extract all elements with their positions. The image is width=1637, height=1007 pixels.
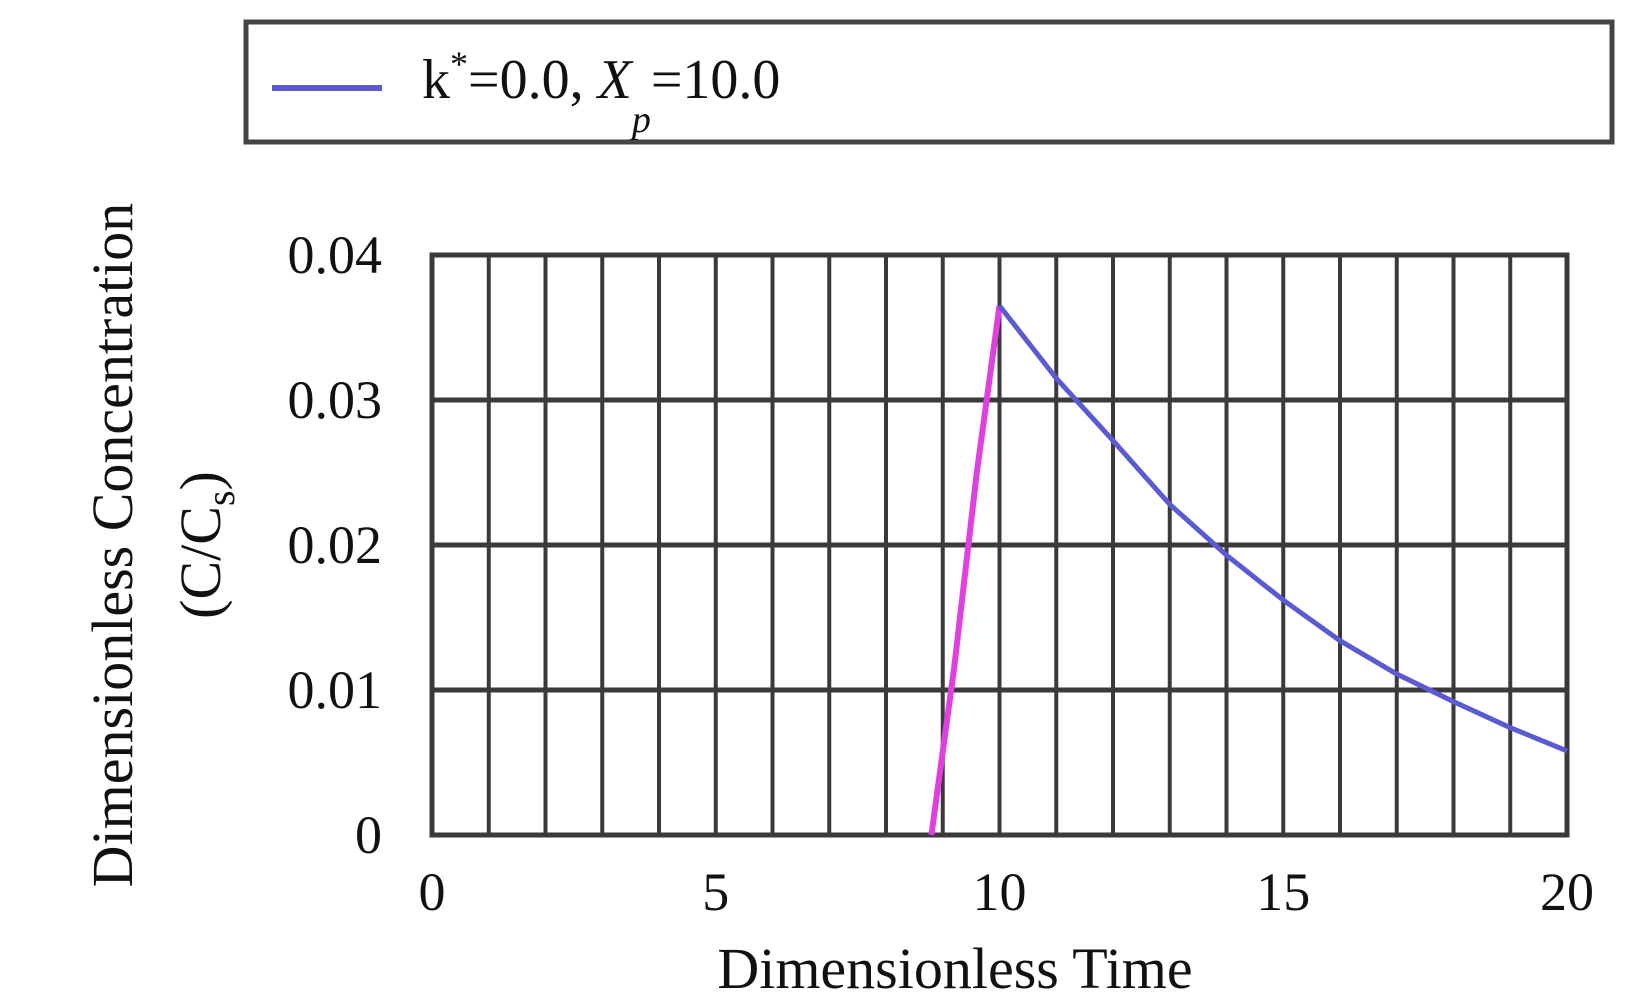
x-tick-label: 10: [973, 862, 1027, 922]
y-axis-title-suffix: ): [168, 471, 233, 490]
x-axis-title: Dimensionless Time: [717, 936, 1192, 1001]
plot-frame: [429, 252, 1570, 838]
y-axis-title-prefix: (C/C: [168, 506, 233, 619]
legend-k-sup: *: [450, 44, 468, 84]
x-tick-label: 20: [1540, 862, 1594, 922]
legend-x-sub: p: [629, 99, 651, 141]
legend-k: k: [422, 49, 450, 111]
x-tick-label: 15: [1256, 862, 1310, 922]
y-tick-label: 0.03: [288, 370, 383, 430]
y-tick-labels: 0 0.01 0.02 0.03 0.04: [288, 225, 383, 865]
series-group: [928, 304, 1568, 836]
y-tick-label: 0.01: [288, 660, 383, 720]
grid: [432, 255, 1567, 835]
legend-x-value: =10.0: [651, 49, 781, 111]
y-tick-label: 0: [355, 805, 382, 865]
y-axis-title-line1: Dimensionless Concentration: [80, 203, 145, 888]
series-line-1: [928, 305, 1003, 836]
y-tick-label: 0.04: [288, 225, 383, 285]
x-tick-label: 0: [419, 862, 446, 922]
series-line-2: [997, 304, 1568, 754]
legend-entry: k*=0.0, Xp=10.0: [422, 44, 780, 141]
y-tick-label: 0.02: [288, 515, 383, 575]
x-tick-label: 5: [702, 862, 729, 922]
x-tick-labels: 0 5 10 15 20: [419, 862, 1595, 922]
legend-box: [243, 19, 1615, 145]
y-axis-title-sub: s: [198, 490, 243, 506]
legend-k-value: =0.0,: [468, 49, 598, 111]
y-axis-title: Dimensionless Concentration (C/Cs): [80, 203, 243, 888]
legend-x: X: [596, 49, 635, 111]
y-axis-title-line2: (C/Cs): [168, 471, 243, 619]
legend: k*=0.0, Xp=10.0: [243, 19, 1615, 145]
